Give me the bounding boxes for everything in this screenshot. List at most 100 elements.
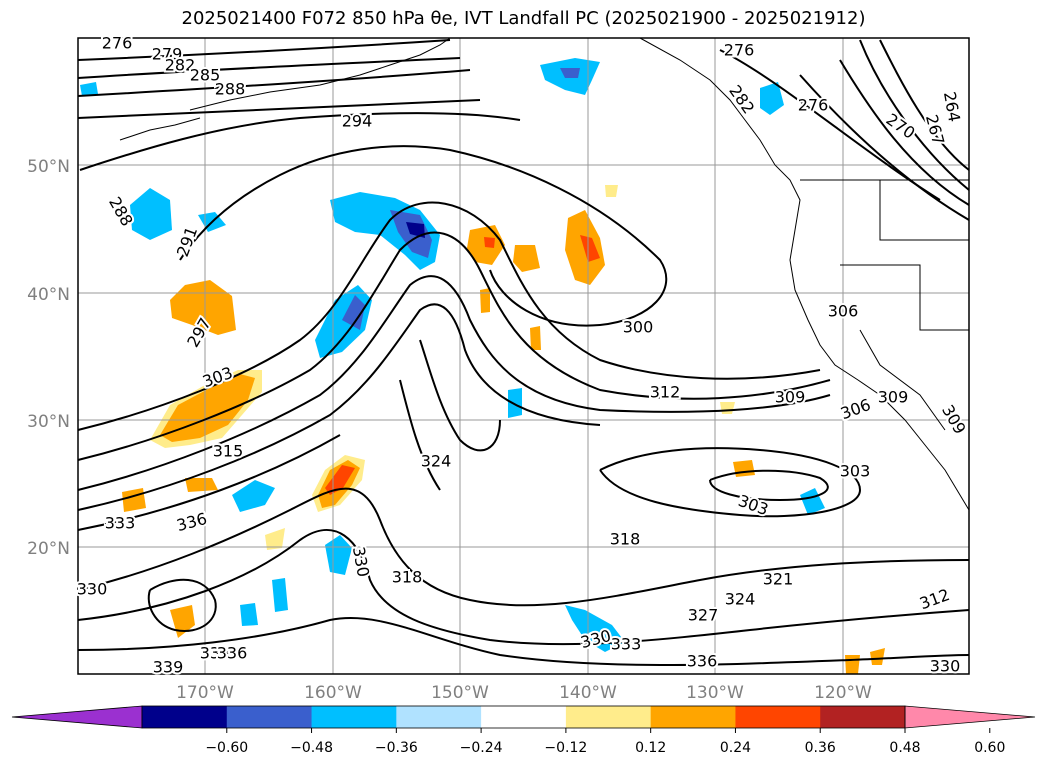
colorbar-outline <box>141 705 906 729</box>
contour-label-halo: 330 <box>930 657 961 676</box>
lon-label: 160°W <box>304 683 362 703</box>
contour-label: 306 <box>828 302 859 321</box>
contour-label-halo: 315 <box>213 442 244 461</box>
contour-label: 276 <box>798 96 829 115</box>
lat-label: 20°N <box>27 539 70 559</box>
contour-label: 309 <box>878 388 909 407</box>
contour-label: 294 <box>342 112 373 131</box>
latitude-labels: 50°N 40°N 30°N 20°N <box>27 157 70 559</box>
map-title: 2025021400 F072 850 hPa θe, IVT Landfall… <box>181 8 866 29</box>
contour-label: 336 <box>687 652 718 671</box>
lon-label: 130°W <box>686 683 744 703</box>
contour-label: 276 <box>102 34 133 53</box>
colorbar: −0.60 −0.48 −0.36 −0.24 −0.12 0.12 0.24 0.36 0.4… <box>11 705 1036 756</box>
positive-anomaly-region <box>122 488 146 512</box>
contour-label: 315 <box>213 442 244 461</box>
contour-label: 303 <box>840 462 871 481</box>
negative-anomaly-region <box>130 188 172 240</box>
contour-label: 309 <box>775 388 806 407</box>
contour-label-halo: 324 <box>421 452 452 471</box>
contour-label-halo: 321 <box>763 570 794 589</box>
negative-anomaly-region <box>272 578 288 612</box>
colorbar-tick-label: 0.24 <box>720 740 751 756</box>
lon-label: 170°W <box>176 683 234 703</box>
colorbar-tick-label: 0.60 <box>974 740 1005 756</box>
lat-label: 30°N <box>27 412 70 432</box>
positive-anomaly-region <box>480 288 490 313</box>
positive-anomaly-region <box>513 245 540 272</box>
contour-label-halo: 336 <box>687 652 718 671</box>
contour-label-halo: 306 <box>828 302 859 321</box>
negative-anomaly-region <box>760 82 784 115</box>
contour-label-halo: 276 <box>102 34 133 53</box>
contour-label: 330 <box>77 580 108 599</box>
contour-label-halo: 312 <box>650 383 681 402</box>
negative-anomaly-region <box>406 222 425 238</box>
positive-anomaly-region <box>170 280 236 335</box>
graticule <box>78 38 969 674</box>
contour-label: 288 <box>215 80 246 99</box>
contour-label: 312 <box>650 383 681 402</box>
map-background <box>78 38 969 674</box>
negative-anomaly-region <box>508 388 522 418</box>
contour-label-halo: 324 <box>725 590 756 609</box>
contour-label-halo: 282 <box>165 56 196 75</box>
positive-anomaly-region <box>605 185 618 197</box>
colorbar-segment <box>396 706 482 728</box>
colorbar-max-arrow <box>904 705 1036 729</box>
negative-anomaly-region <box>342 295 365 330</box>
contour-label: 327 <box>688 606 719 625</box>
contour-label: 318 <box>610 530 641 549</box>
contour-label-halo: 303 <box>840 462 871 481</box>
colorbar-segment <box>481 706 567 728</box>
contour-label-halo: 309 <box>878 388 909 407</box>
contour-label-halo: 339 <box>153 658 184 677</box>
contour-label-halo: 276 <box>724 41 755 60</box>
positive-anomaly-region <box>160 374 255 442</box>
contour-label-halo: 333 <box>200 644 231 663</box>
contour-label: 300 <box>623 318 654 337</box>
longitude-labels: 170°W 160°W 150°W 140°W 130°W 120°W <box>176 683 872 703</box>
lon-label: 120°W <box>814 683 872 703</box>
lon-label: 150°W <box>431 683 489 703</box>
contour-label: 333 <box>611 635 642 654</box>
negative-anomaly-region <box>240 603 258 626</box>
negative-anomaly-region <box>80 82 98 96</box>
contour-label: 336 <box>217 644 248 663</box>
contour-label-halo: 285 <box>190 66 221 85</box>
contour-label-halo: 288 <box>215 80 246 99</box>
positive-anomaly-region <box>870 648 885 665</box>
contour-label-halo: 306 <box>838 395 873 423</box>
lat-label: 50°N <box>27 157 70 177</box>
positive-anomaly-region <box>845 655 860 674</box>
contour-label: 330 <box>930 657 961 676</box>
contour-label: 339 <box>153 658 184 677</box>
contour-label: 276 <box>724 41 755 60</box>
positive-anomaly-region <box>530 326 541 350</box>
negative-anomaly-region <box>560 68 580 78</box>
contour-label-halo: 276 <box>798 96 829 115</box>
colorbar-tick-label: −0.36 <box>375 740 418 756</box>
lat-label: 40°N <box>27 285 70 305</box>
negative-anomaly-region <box>232 480 275 512</box>
contour-label-halo: 333 <box>105 514 136 533</box>
colorbar-tick-label: −0.48 <box>290 740 333 756</box>
contour-label-halo: 333 <box>611 635 642 654</box>
contour-label-halo: 300 <box>623 318 654 337</box>
contour-label: 333 <box>105 514 136 533</box>
negative-anomaly-region <box>800 488 825 515</box>
contour-label: 321 <box>763 570 794 589</box>
anomaly-shading <box>80 58 885 674</box>
colorbar-tick-label: 0.12 <box>635 740 666 756</box>
contour-label-halo: 318 <box>392 568 423 587</box>
coastlines <box>119 37 970 511</box>
contour-label: 285 <box>190 66 221 85</box>
theta-e-contours <box>77 39 970 666</box>
colorbar-segment <box>226 706 313 728</box>
colorbar-segment <box>311 706 397 728</box>
contour-label-halo: 279 <box>152 45 183 64</box>
colorbar-tick-label: 0.48 <box>889 740 920 756</box>
negative-anomaly-region <box>325 535 352 575</box>
positive-anomaly-region <box>733 460 755 477</box>
contour-label: 318 <box>392 568 423 587</box>
